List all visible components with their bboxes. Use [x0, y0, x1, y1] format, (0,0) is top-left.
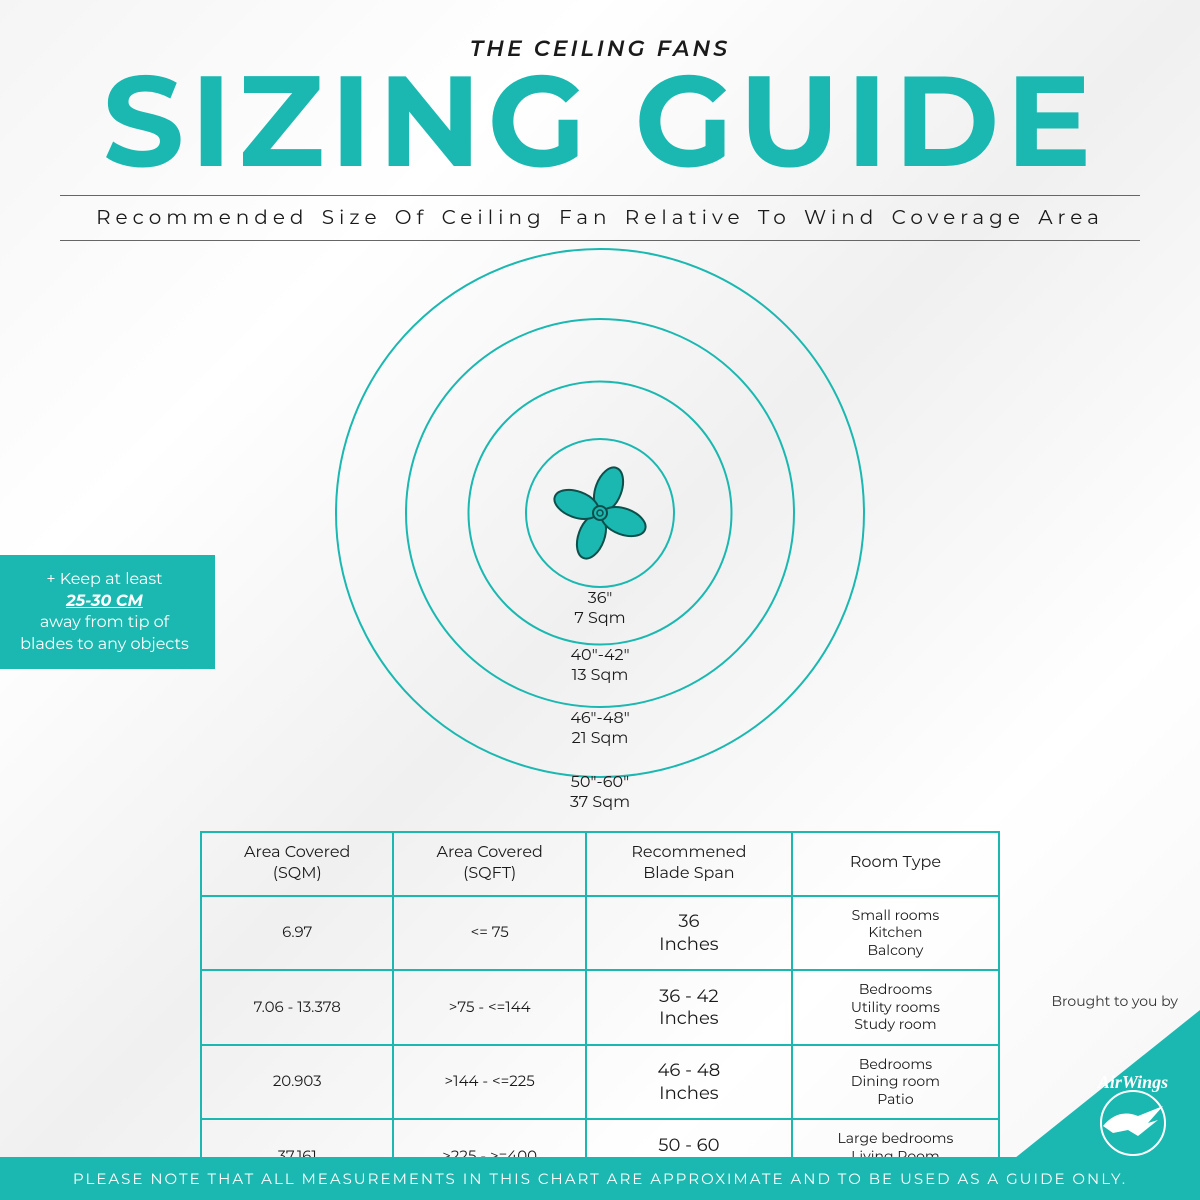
- table-row: 20.903>144 - <=22546 - 48InchesBedroomsD…: [201, 1045, 999, 1120]
- table-header: RecommenedBlade Span: [586, 832, 792, 896]
- svg-text:AirWings: AirWings: [1097, 1072, 1168, 1092]
- divider: [60, 240, 1140, 241]
- table-cell: 46 - 48Inches: [586, 1045, 792, 1120]
- table-cell: BedroomsUtility roomsStudy room: [792, 970, 999, 1045]
- table-cell: BedroomsDining roomPatio: [792, 1045, 999, 1120]
- wings-icon: AirWings: [1078, 1068, 1188, 1158]
- table-cell: <= 75: [393, 896, 585, 971]
- table-header: Room Type: [792, 832, 999, 896]
- table-cell: 7.06 - 13.378: [201, 970, 393, 1045]
- coverage-diagram: 36"7 Sqm40"-42"13 Sqm46"-48"21 Sqm50"-60…: [320, 261, 880, 821]
- page-title: SIZING GUIDE: [0, 57, 1200, 185]
- table-cell: 20.903: [201, 1045, 393, 1120]
- tip-line: + Keep at least: [16, 569, 193, 591]
- tip-line: away from tip of blades to any objects: [16, 612, 193, 655]
- table-cell: >144 - <=225: [393, 1045, 585, 1120]
- table-header: Area Covered(SQM): [201, 832, 393, 896]
- table-cell: Small roomsKitchenBalcony: [792, 896, 999, 971]
- tip-emphasis: 25-30 CM: [16, 591, 193, 613]
- table-cell: 6.97: [201, 896, 393, 971]
- table-cell: >75 - <=144: [393, 970, 585, 1045]
- table-header: Area Covered(SQFT): [393, 832, 585, 896]
- footer-note: PLEASE NOTE THAT ALL MEASUREMENTS IN THI…: [0, 1157, 1200, 1200]
- table-cell: 36Inches: [586, 896, 792, 971]
- table-cell: 36 - 42Inches: [586, 970, 792, 1045]
- table-row: 7.06 - 13.378>75 - <=14436 - 42InchesBed…: [201, 970, 999, 1045]
- subtitle: Recommended Size Of Ceiling Fan Relative…: [60, 198, 1140, 238]
- clearance-tip: + Keep at least 25-30 CM away from tip o…: [0, 555, 215, 669]
- table-row: 6.97<= 7536InchesSmall roomsKitchenBalco…: [201, 896, 999, 971]
- brand-logo: AirWings: [1000, 1010, 1200, 1170]
- brought-label: Brought to you by: [1051, 992, 1178, 1010]
- sizing-table: Area Covered(SQM)Area Covered(SQFT)Recom…: [200, 831, 1000, 1195]
- subtitle-block: Recommended Size Of Ceiling Fan Relative…: [60, 195, 1140, 241]
- ring-label: 50"-60"37 Sqm: [570, 773, 630, 813]
- fan-icon: [550, 463, 650, 563]
